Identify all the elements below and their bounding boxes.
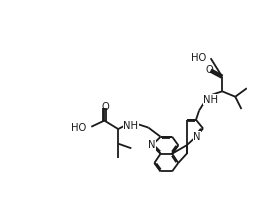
Text: N: N xyxy=(193,132,200,142)
Text: HO: HO xyxy=(191,53,206,63)
Text: HO: HO xyxy=(72,123,87,133)
Text: NH: NH xyxy=(123,121,138,131)
Text: N: N xyxy=(148,140,155,150)
Text: O: O xyxy=(101,103,109,113)
Text: O: O xyxy=(205,65,213,75)
Text: NH: NH xyxy=(203,95,218,105)
